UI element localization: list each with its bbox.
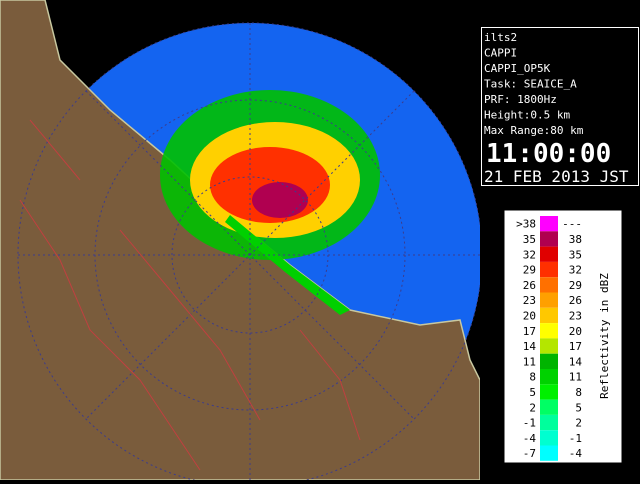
- rivers: [19, 119, 361, 471]
- legend-low: 11: [523, 355, 536, 368]
- legend-swatch: [540, 246, 558, 262]
- legend-swatch: [540, 277, 558, 293]
- legend-swatch: [540, 399, 558, 415]
- legend: >38 --- 35 38 32 35 29 32 26 29 23 26 20 23 17 20 14 17 11…: [516, 216, 582, 461]
- legend-low: 5: [529, 386, 536, 399]
- info-line: CAPPI: [484, 47, 517, 60]
- legend-high: 8: [575, 386, 582, 399]
- legend-low: 2: [529, 401, 536, 414]
- legend-high: 29: [569, 279, 582, 292]
- info-box: [481, 27, 639, 186]
- legend-high: ---: [562, 218, 582, 231]
- info-line: CAPPI_OP5K: [484, 62, 551, 75]
- legend-swatch: [540, 445, 558, 461]
- info-line: Height:0.5 km: [484, 109, 570, 122]
- legend-high: 38: [569, 233, 582, 246]
- info-line: PRF: 1800Hz: [484, 93, 557, 106]
- legend-high: 14: [569, 355, 583, 368]
- legend-low: 35: [523, 233, 536, 246]
- legend-title: Reflectivity in dBZ: [598, 273, 611, 399]
- legend-high: 11: [569, 371, 582, 384]
- legend-swatch: [540, 231, 558, 247]
- legend-swatch: [540, 338, 558, 354]
- legend-low: 8: [529, 371, 536, 384]
- radar-map: [0, 0, 480, 480]
- legend-swatch: [540, 430, 558, 446]
- info-line: Max Range:80 km: [484, 124, 584, 137]
- legend-swatch: [540, 323, 558, 339]
- range-rings: [17, 22, 480, 480]
- legend-high: 35: [569, 248, 582, 261]
- info-line: Task: SEAICE_A: [484, 78, 577, 91]
- legend-low: >38: [516, 218, 536, 231]
- info-text: ilts2 CAPPI CAPPI_OP5K Task: SEAICE_A PRF: 1…: [484, 31, 584, 137]
- legend-swatch: [540, 384, 558, 400]
- legend-high: 20: [569, 325, 582, 338]
- legend-high: 5: [575, 401, 582, 414]
- legend-low: 26: [523, 279, 536, 292]
- legend-swatch: [540, 353, 558, 369]
- legend-high: 32: [569, 264, 582, 277]
- legend-low: -1: [523, 417, 536, 430]
- echo-core: [252, 182, 308, 218]
- legend-swatch: [540, 369, 558, 385]
- legend-box: [504, 210, 622, 463]
- legend-low: 20: [523, 309, 536, 322]
- legend-swatch: [540, 307, 558, 324]
- legend-low: 14: [523, 340, 537, 353]
- coastal-echo: [225, 215, 350, 315]
- time: 11:00:00: [486, 139, 611, 169]
- legend-high: -4: [569, 447, 583, 460]
- legend-low: 32: [523, 248, 536, 261]
- legend-swatch: [540, 292, 558, 308]
- legend-high: 2: [575, 417, 582, 430]
- legend-low: 23: [523, 294, 536, 307]
- date: 21 FEB 2013 JST: [484, 167, 629, 186]
- info-line: ilts2: [484, 31, 517, 44]
- legend-swatch: [540, 216, 558, 232]
- legend-high: 26: [569, 294, 582, 307]
- legend-low: -7: [523, 447, 536, 460]
- legend-high: -1: [569, 432, 582, 445]
- legend-swatch: [540, 414, 558, 431]
- legend-low: 17: [523, 325, 536, 338]
- legend-swatch: [540, 261, 558, 278]
- legend-high: 17: [569, 340, 582, 353]
- legend-high: 23: [569, 309, 582, 322]
- legend-low: -4: [523, 432, 537, 445]
- legend-low: 29: [523, 264, 536, 277]
